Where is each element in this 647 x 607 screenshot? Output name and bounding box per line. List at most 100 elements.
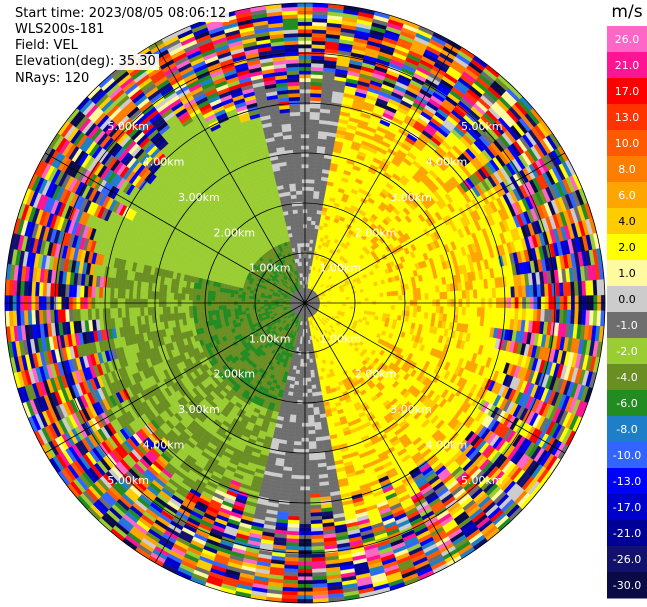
velocity-gate — [311, 392, 318, 397]
velocity-gate — [357, 304, 362, 308]
velocity-gate — [405, 310, 410, 317]
velocity-gate — [382, 309, 388, 314]
velocity-gate — [480, 288, 486, 299]
velocity-gate — [383, 296, 388, 302]
velocity-gate — [311, 380, 316, 386]
velocity-gate — [311, 213, 317, 218]
velocity-gate — [307, 400, 314, 405]
velocity-gate — [306, 347, 309, 352]
velocity-gate — [386, 309, 392, 315]
velocity-gate — [405, 294, 411, 301]
velocity-gate — [309, 471, 319, 476]
velocity-gate — [290, 486, 301, 491]
velocity-gate — [308, 175, 316, 180]
velocity-gate — [307, 179, 315, 184]
velocity-gate — [312, 201, 319, 207]
velocity-gate — [309, 111, 321, 117]
velocity-gate — [312, 403, 319, 408]
velocity-gate — [298, 385, 303, 390]
velocity-gate — [364, 304, 369, 309]
velocity-gate — [364, 294, 369, 299]
velocity-gate — [297, 388, 303, 394]
velocity-gate — [289, 493, 301, 499]
velocity-gate — [349, 299, 354, 302]
velocity-gate — [428, 306, 433, 314]
velocity-gate — [357, 298, 362, 302]
velocity-gate — [299, 370, 304, 375]
velocity-gate — [353, 295, 358, 300]
velocity-gate — [331, 300, 336, 303]
velocity-gate — [309, 126, 319, 132]
velocity-gate — [305, 336, 309, 341]
velocity-gate — [371, 308, 377, 313]
velocity-gate — [484, 288, 489, 299]
velocity-gate — [309, 104, 321, 109]
velocity-gate — [298, 381, 304, 386]
velocity-gate — [300, 351, 304, 356]
velocity-gate — [307, 209, 313, 214]
velocity-gate — [383, 304, 388, 310]
velocity-gate — [289, 497, 301, 502]
velocity-gate — [295, 422, 303, 427]
velocity-gate — [368, 307, 373, 312]
velocity-gate — [308, 351, 313, 356]
velocity-gate — [310, 508, 322, 514]
velocity-gate — [416, 293, 422, 301]
velocity-gate — [461, 306, 467, 316]
velocity-gate — [309, 482, 320, 487]
velocity-gate — [308, 444, 317, 450]
velocity-gate — [296, 403, 303, 409]
velocity-gate — [296, 407, 303, 412]
velocity-gate — [312, 205, 318, 211]
velocity-gate — [309, 497, 321, 502]
velocity-gate — [310, 92, 322, 98]
velocity-gate — [310, 377, 316, 382]
velocity-gate — [495, 307, 501, 319]
velocity-gate — [292, 456, 302, 461]
velocity-gate — [309, 358, 314, 363]
velocity-gate — [291, 403, 298, 408]
velocity-gate — [308, 429, 316, 435]
velocity-gate — [311, 216, 317, 222]
velocity-gate — [291, 399, 298, 405]
velocity-gate — [372, 297, 377, 302]
velocity-gate — [309, 467, 319, 472]
velocity-gate — [409, 294, 414, 301]
velocity-gate — [514, 286, 519, 298]
velocity-gate — [308, 426, 316, 431]
velocity-gate — [371, 289, 376, 295]
velocity-gates — [4, 2, 606, 604]
velocity-gate — [379, 304, 384, 310]
velocity-gate — [465, 307, 471, 317]
velocity-gate — [309, 474, 319, 480]
velocity-gate — [379, 296, 384, 302]
velocity-gate — [375, 293, 380, 298]
velocity-gate — [310, 512, 322, 517]
velocity-gate — [371, 293, 377, 298]
velocity-gate — [306, 381, 312, 386]
velocity-gate — [308, 354, 313, 360]
velocity-gate — [293, 444, 302, 450]
velocity-gate — [476, 289, 482, 299]
velocity-gate — [295, 369, 300, 375]
velocity-gate — [435, 306, 441, 314]
velocity-gate — [390, 309, 395, 315]
velocity-gate — [469, 289, 474, 299]
velocity-gate — [310, 228, 315, 233]
velocity-gate — [309, 107, 321, 113]
velocity-gate — [401, 310, 407, 317]
velocity-gate — [294, 377, 300, 382]
velocity-gate — [353, 304, 358, 308]
velocity-gate — [387, 305, 392, 310]
velocity-gate — [488, 288, 493, 299]
velocity-gate — [443, 306, 448, 315]
velocity-gate — [307, 385, 312, 390]
velocity-gate — [338, 299, 343, 303]
velocity-gate — [309, 134, 319, 139]
velocity-gate — [305, 343, 309, 349]
velocity-gate — [306, 370, 311, 375]
velocity-gate — [458, 290, 463, 300]
velocity-gate — [300, 355, 304, 360]
velocity-gate — [307, 422, 315, 427]
